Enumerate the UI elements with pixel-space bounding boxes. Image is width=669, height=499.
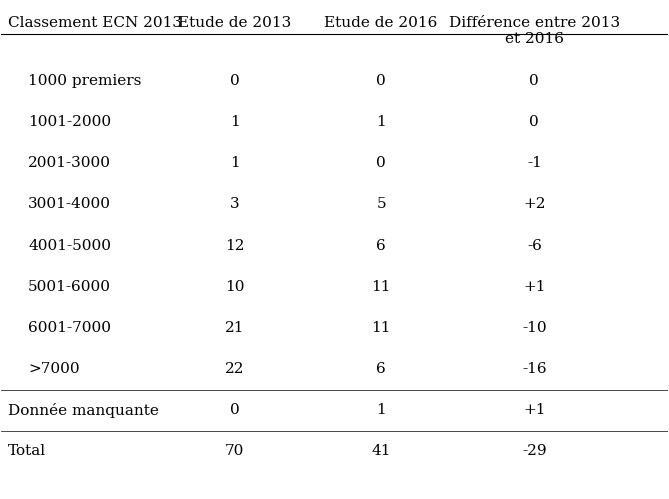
Text: 21: 21	[225, 321, 244, 335]
Text: 6001-7000: 6001-7000	[28, 321, 111, 335]
Text: 0: 0	[229, 403, 240, 417]
Text: 1001-2000: 1001-2000	[28, 115, 111, 129]
Text: 11: 11	[371, 280, 391, 294]
Text: 1: 1	[229, 156, 240, 170]
Text: Etude de 2016: Etude de 2016	[324, 16, 438, 30]
Text: Classement ECN 2013: Classement ECN 2013	[8, 16, 182, 30]
Text: -16: -16	[522, 362, 547, 376]
Text: 1000 premiers: 1000 premiers	[28, 74, 141, 88]
Text: -10: -10	[522, 321, 547, 335]
Text: 0: 0	[529, 115, 539, 129]
Text: Différence entre 2013
et 2016: Différence entre 2013 et 2016	[449, 16, 620, 46]
Text: 1: 1	[376, 403, 386, 417]
Text: 5001-6000: 5001-6000	[28, 280, 111, 294]
Text: 22: 22	[225, 362, 244, 376]
Text: +1: +1	[523, 403, 546, 417]
Text: 6: 6	[376, 362, 386, 376]
Text: 70: 70	[225, 445, 244, 459]
Text: -29: -29	[522, 445, 547, 459]
Text: 1: 1	[229, 115, 240, 129]
Text: 0: 0	[376, 74, 386, 88]
Text: 1: 1	[376, 115, 386, 129]
Text: 3: 3	[229, 197, 240, 212]
Text: Etude de 2013: Etude de 2013	[178, 16, 291, 30]
Text: 4001-5000: 4001-5000	[28, 239, 111, 252]
Text: >7000: >7000	[28, 362, 80, 376]
Text: -1: -1	[527, 156, 542, 170]
Text: 10: 10	[225, 280, 244, 294]
Text: 0: 0	[229, 74, 240, 88]
Text: 11: 11	[371, 321, 391, 335]
Text: +2: +2	[523, 197, 546, 212]
Text: 0: 0	[376, 156, 386, 170]
Text: -6: -6	[527, 239, 542, 252]
Text: 0: 0	[529, 74, 539, 88]
Text: Donnée manquante: Donnée manquante	[8, 403, 159, 418]
Text: 2001-3000: 2001-3000	[28, 156, 111, 170]
Text: +1: +1	[523, 280, 546, 294]
Text: 6: 6	[376, 239, 386, 252]
Text: 5: 5	[377, 197, 386, 212]
Text: 41: 41	[371, 445, 391, 459]
Text: Total: Total	[8, 445, 46, 459]
Text: 3001-4000: 3001-4000	[28, 197, 111, 212]
Text: 12: 12	[225, 239, 244, 252]
